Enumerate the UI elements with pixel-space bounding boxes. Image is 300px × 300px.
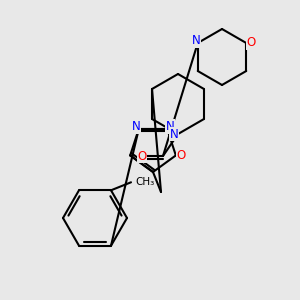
Text: CH₃: CH₃ <box>135 177 154 187</box>
Text: N: N <box>191 34 200 47</box>
Text: N: N <box>166 120 175 133</box>
Text: O: O <box>247 37 256 50</box>
Text: O: O <box>137 149 147 163</box>
Text: N: N <box>169 128 178 140</box>
Text: O: O <box>176 149 185 162</box>
Text: N: N <box>131 120 140 133</box>
